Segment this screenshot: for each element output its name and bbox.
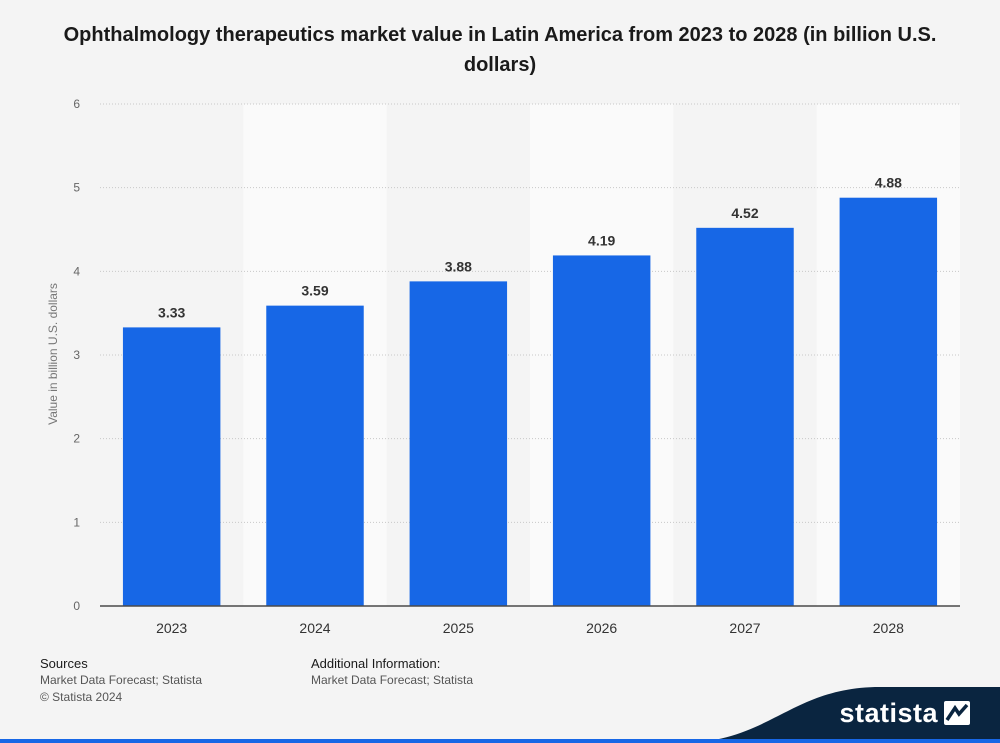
x-tick-label-2028: 2028 [873,620,904,636]
bar-2023 [122,327,221,606]
y-tick-label: 1 [73,515,80,529]
x-tick-label-2023: 2023 [156,620,187,636]
additional-info-text: Market Data Forecast; Statista [311,673,474,687]
x-tick-label-2024: 2024 [299,620,330,636]
y-tick-label: 6 [73,97,80,111]
value-label-2024: 3.59 [301,283,328,299]
y-axis-label: Value in billion U.S. dollars [46,283,60,425]
bar-2026 [552,255,651,607]
copyright-text: © Statista 2024 [40,690,123,704]
value-label-2027: 4.52 [731,205,758,221]
y-tick-label: 5 [73,181,80,195]
x-axis-labels: 2023 2024 2025 2026 2027 2028 [156,620,904,636]
bottom-accent-bar [0,739,1000,743]
additional-info-block: Additional Information: Market Data Fore… [311,655,473,689]
y-tick-label: 0 [73,599,80,613]
value-label-2025: 3.88 [445,258,472,274]
bar-2027 [696,227,794,606]
x-tick-label-2026: 2026 [586,620,617,636]
sources-text: Market Data Forecast; Statista [40,673,203,687]
value-label-2026: 4.19 [588,232,615,248]
y-axis-ticks: 0 1 2 3 4 5 6 [73,97,80,613]
y-tick-label: 3 [73,348,80,362]
sources-heading: Sources [40,656,88,671]
value-label-2023: 3.33 [158,304,185,320]
logo-wave-shape [680,687,1000,743]
bar-2028 [839,197,938,606]
sources-block: Sources Market Data Forecast; Statista ©… [40,655,202,706]
value-labels: 3.33 3.59 3.88 4.19 4.52 4.88 [158,175,902,321]
bar-2025 [409,281,508,606]
bar-2024 [266,305,364,606]
chart-title: Ophthalmology therapeutics market value … [63,24,937,76]
bars [122,197,938,607]
x-tick-label-2027: 2027 [729,620,760,636]
statista-logo: statista [680,683,1000,743]
statista-logo-icon [944,701,970,725]
grid-lines [100,103,960,523]
value-label-2028: 4.88 [875,175,902,191]
y-tick-label: 4 [73,264,80,278]
x-tick-label-2025: 2025 [443,620,474,636]
additional-info-heading: Additional Information: [311,656,441,671]
logo-text: statista [839,698,938,728]
y-tick-label: 2 [73,432,80,446]
